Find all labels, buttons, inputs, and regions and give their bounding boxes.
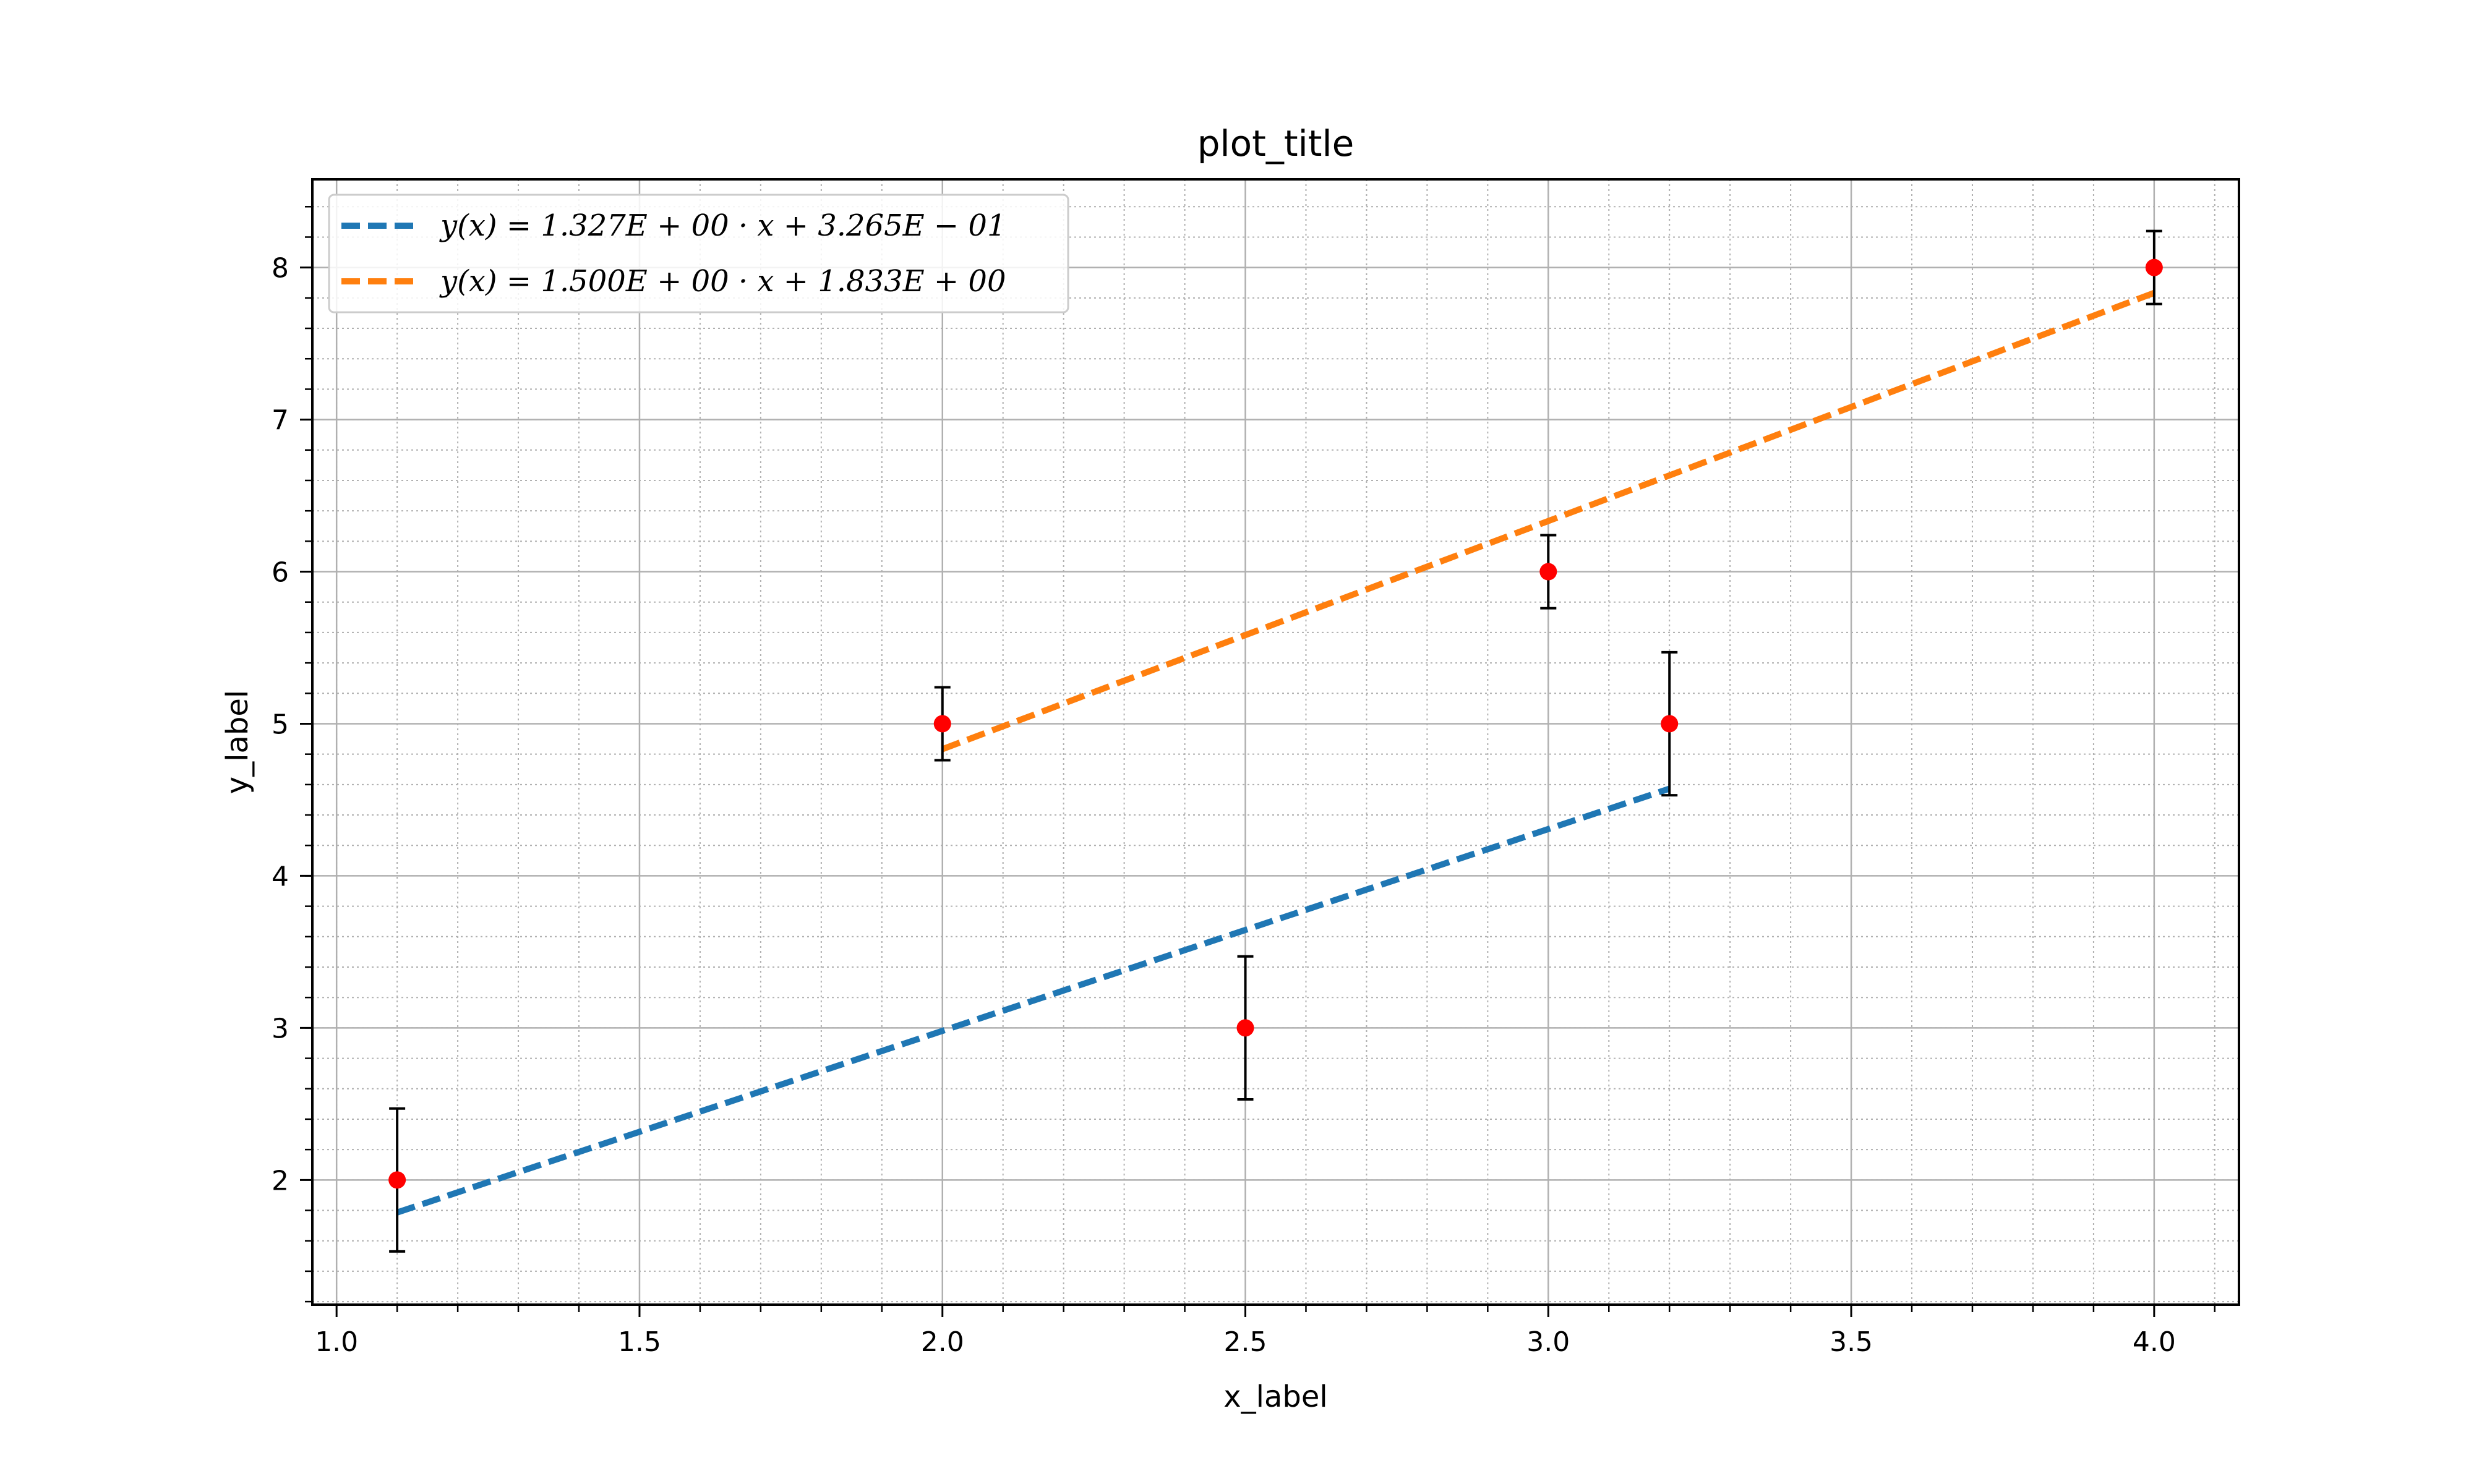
axis-ticks — [300, 206, 2216, 1317]
data-point — [1661, 715, 1679, 733]
y-tick-label: 4 — [272, 861, 289, 892]
x-tick-label: 3.5 — [1830, 1326, 1873, 1358]
y-axis-label: y_label — [220, 690, 255, 795]
y-tick-label: 2 — [272, 1165, 289, 1196]
x-tick-label: 1.5 — [618, 1326, 661, 1358]
data-point — [1539, 563, 1557, 581]
axes-frame — [311, 178, 2240, 1306]
legend-box — [328, 194, 1069, 313]
data-point — [1236, 1019, 1254, 1037]
data-point — [933, 715, 951, 733]
x-axis-label: x_label — [1223, 1380, 1328, 1414]
fit-line-2 — [941, 290, 2155, 753]
x-tick-label: 1.0 — [315, 1326, 358, 1358]
x-tick-labels: 1.0 1.5 2.0 2.5 3.0 3.5 4.0 — [315, 1326, 2176, 1358]
y-tick-labels: 2 3 4 5 6 7 8 — [272, 253, 289, 1197]
y-tick-label: 7 — [272, 405, 289, 437]
y-tick-label: 8 — [272, 253, 289, 284]
data-points — [388, 258, 2163, 1189]
x-tick-label: 2.5 — [1224, 1326, 1267, 1358]
x-tick-label: 3.0 — [1526, 1326, 1570, 1358]
fit-line-1 — [396, 785, 1671, 1216]
y-tick-label: 5 — [272, 709, 289, 740]
data-point — [388, 1171, 406, 1189]
data-point — [2145, 258, 2163, 276]
legend-entry-2: y(x) = 1.500E + 00 · x + 1.833E + 00 — [439, 264, 1006, 299]
x-tick-label: 4.0 — [2133, 1326, 2176, 1358]
error-bars — [389, 229, 2162, 1253]
y-tick-label: 6 — [272, 557, 289, 589]
chart-title: plot_title — [1197, 122, 1355, 164]
fit-lines — [396, 290, 2155, 1216]
x-tick-label: 2.0 — [921, 1326, 964, 1358]
legend-entry-1: y(x) = 1.327E + 00 · x + 3.265E − 01 — [439, 208, 1006, 243]
y-tick-label: 3 — [272, 1013, 289, 1044]
legend: y(x) = 1.327E + 00 · x + 3.265E − 01 y(x)… — [328, 194, 1069, 313]
